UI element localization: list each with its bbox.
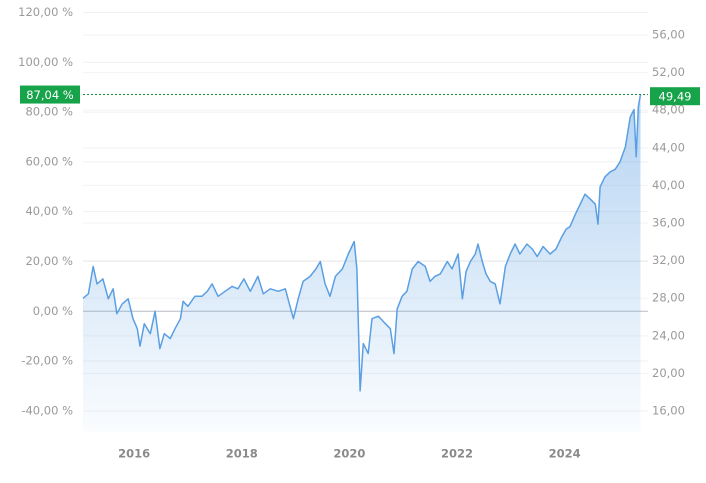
y-tick-label: -40,00 % (21, 403, 73, 417)
x-tick-label: 2022 (441, 447, 473, 461)
x-tick-label: 2020 (333, 447, 365, 461)
y2-tick-label: 20,00 (652, 366, 685, 380)
y2-tick-label: 16,00 (652, 404, 685, 418)
x-tick-label: 2016 (118, 447, 150, 461)
x-tick-label: 2024 (549, 447, 581, 461)
x-tick-label: 2018 (226, 447, 258, 461)
y-tick-label: 40,00 % (25, 204, 73, 218)
y-tick-label: 100,00 % (18, 55, 73, 69)
y2-tick-label: 40,00 (652, 178, 685, 192)
y-tick-label: 0,00 % (33, 304, 73, 318)
value-badge: 87,04 % (20, 85, 80, 104)
value-badge: 49,49 (650, 87, 700, 106)
y2-tick-label: 32,00 (652, 253, 685, 267)
badge-bg (650, 87, 700, 106)
line (82, 94, 642, 392)
badge-label: 49,49 (659, 90, 692, 104)
badge-bg (20, 85, 80, 104)
y2-tick-label: 56,00 (652, 28, 685, 42)
y-tick-label: -20,00 % (21, 354, 73, 368)
y-tick-label: 120,00 % (18, 5, 73, 19)
y2-tick-label: 48,00 (652, 103, 685, 117)
y-tick-label: 80,00 % (25, 105, 73, 119)
y-tick-label: 20,00 % (25, 254, 73, 268)
y2-tick-label: 44,00 (652, 140, 685, 154)
y2-tick-label: 36,00 (652, 216, 685, 230)
badge-label: 87,04 % (26, 88, 74, 102)
y2-tick-label: 52,00 (652, 65, 685, 79)
y2-tick-label: 28,00 (652, 291, 685, 305)
area (83, 94, 641, 432)
y2-tick-label: 24,00 (652, 328, 685, 342)
y-tick-label: 60,00 % (25, 154, 73, 168)
